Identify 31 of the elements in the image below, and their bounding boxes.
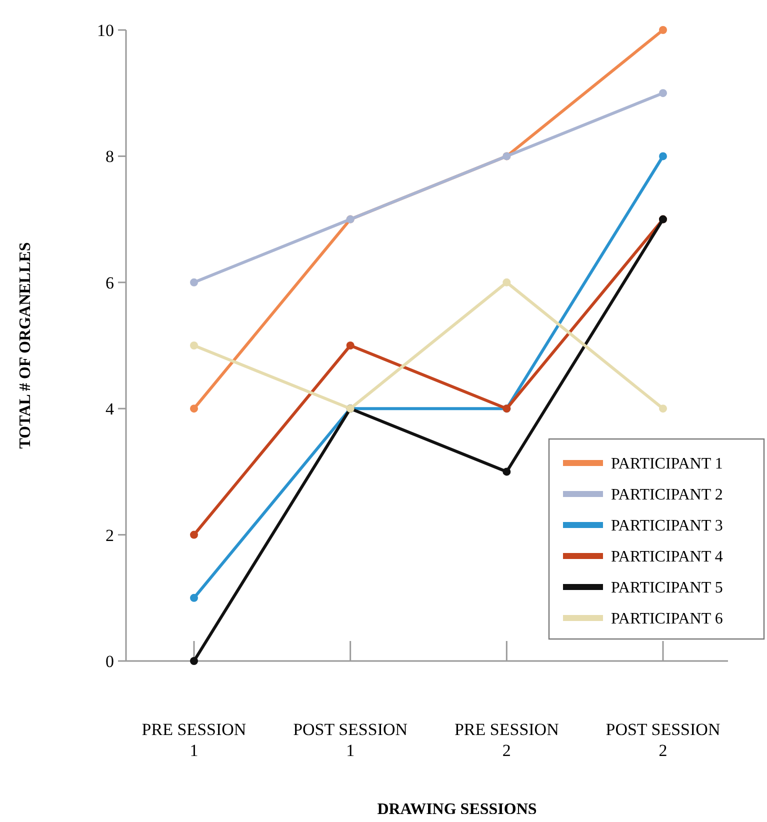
point (190, 404, 198, 413)
point (190, 342, 198, 350)
y-tick-label: 6 (106, 273, 114, 292)
point (346, 342, 354, 350)
x-tick-label: POST SESSION 1 (293, 720, 408, 760)
y-axis-title: TOTAL # OF ORGANELLES (17, 242, 34, 449)
y-tick-label: 4 (106, 400, 114, 419)
point (190, 530, 198, 539)
point (502, 278, 511, 286)
legend-label: PARTICIPANT 3 (611, 518, 723, 535)
point (659, 404, 667, 413)
point (659, 26, 667, 34)
x-tick-label: PRE SESSION 2 (454, 720, 559, 760)
point (502, 468, 511, 476)
x-tick-label: POST SESSION 2 (606, 720, 720, 760)
point (190, 594, 198, 602)
point (659, 89, 667, 98)
y-tick-label: 10 (97, 20, 114, 40)
point (190, 278, 198, 286)
legend-label: PARTICIPANT 1 (611, 456, 723, 473)
y-tick-label: 0 (106, 652, 114, 671)
x-tick-label: PRE SESSION 1 (142, 720, 246, 760)
legend-label: PARTICIPANT 5 (611, 580, 723, 597)
x-axis-title: DRAWING SESSIONS (377, 801, 537, 818)
y-tick-label: 2 (106, 526, 114, 545)
legend-label: PARTICIPANT 4 (611, 548, 723, 566)
point (190, 657, 198, 665)
y-tick-label: 8 (106, 147, 114, 166)
point (659, 152, 667, 160)
legend-label: PARTICIPANT 6 (611, 610, 723, 628)
legend-label: PARTICIPANT 2 (611, 486, 723, 504)
